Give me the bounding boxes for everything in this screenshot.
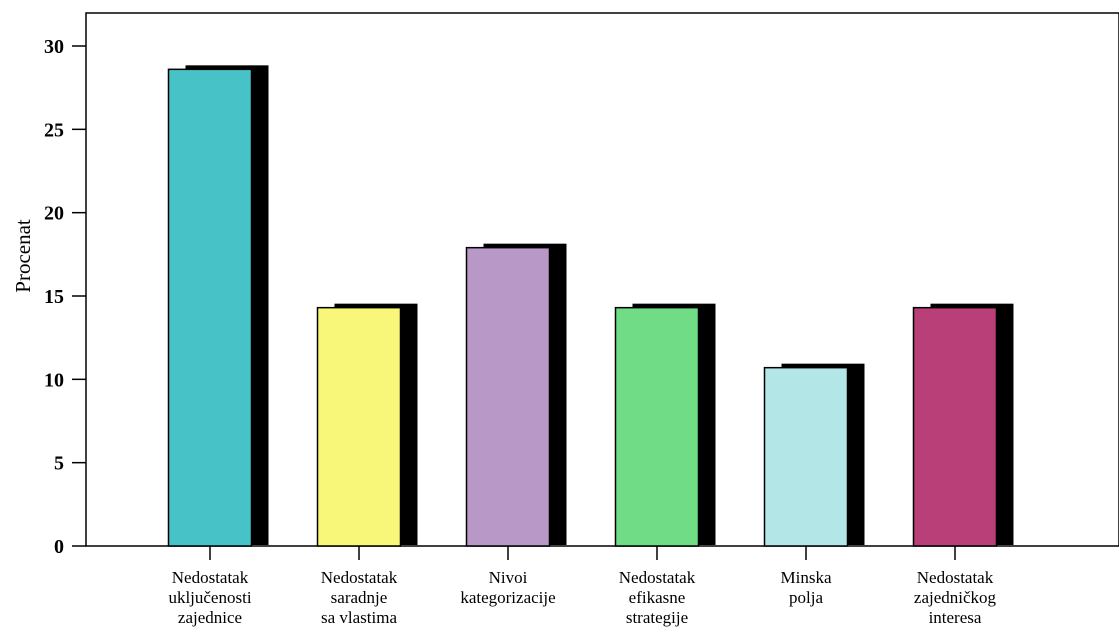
x-tick-label: Nivoi xyxy=(489,568,528,587)
x-tick-label: zajedničkog xyxy=(914,588,997,607)
x-tick-label: zajednice xyxy=(178,608,242,627)
x-tick-label: interesa xyxy=(929,608,982,627)
bars xyxy=(167,65,1014,547)
x-tick-label: polja xyxy=(789,588,823,607)
x-axis: NedostatakuključenostizajedniceNedostata… xyxy=(168,546,997,627)
bar xyxy=(614,306,700,547)
bar xyxy=(316,306,402,547)
bar xyxy=(763,366,849,547)
plot-frame xyxy=(85,12,1119,547)
y-tick-label: 10 xyxy=(44,369,64,391)
x-tick-label: kategorizacije xyxy=(460,588,555,607)
x-tick-label: uključenosti xyxy=(168,588,251,607)
y-axis-title: Procenat xyxy=(11,219,35,293)
y-tick-label: 15 xyxy=(44,286,64,308)
x-tick-label: strategije xyxy=(626,608,688,627)
y-tick-label: 30 xyxy=(44,36,64,58)
x-tick-label: sa vlastima xyxy=(321,608,397,627)
bar xyxy=(465,246,551,547)
x-tick-label: efikasne xyxy=(629,588,686,607)
x-tick-label: Nedostatak xyxy=(619,568,696,587)
x-tick-label: Nedostatak xyxy=(172,568,249,587)
y-tick-label: 25 xyxy=(44,119,64,141)
bar xyxy=(912,306,998,547)
x-tick-label: saradnje xyxy=(331,588,388,607)
x-tick-label: Minska xyxy=(781,568,832,587)
y-tick-label: 5 xyxy=(54,453,64,475)
y-axis: 0 5 10 15 20 25 30 xyxy=(44,36,86,558)
x-tick-label: Nedostatak xyxy=(321,568,398,587)
bar xyxy=(167,68,253,547)
y-tick-label: 20 xyxy=(44,203,64,225)
y-tick-label: 0 xyxy=(54,536,64,558)
x-tick-label: Nedostatak xyxy=(917,568,994,587)
